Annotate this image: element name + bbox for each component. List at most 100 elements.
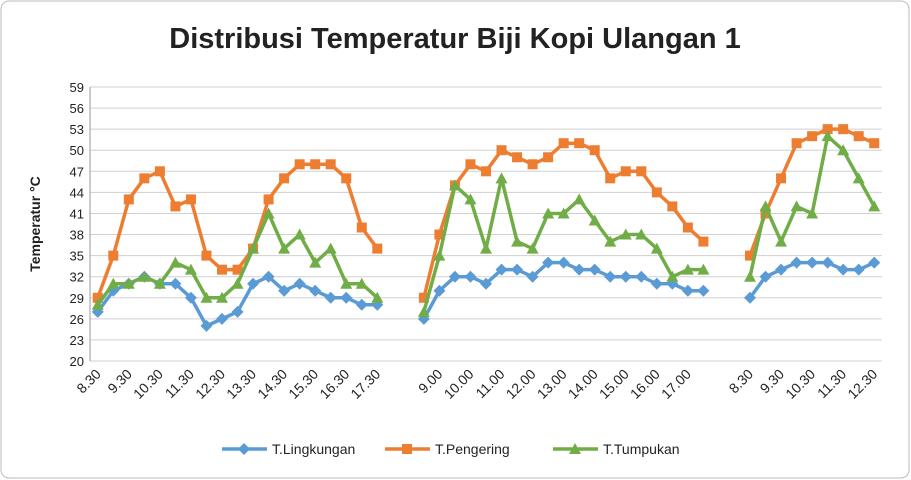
marker (247, 277, 260, 290)
marker (309, 284, 322, 297)
marker (107, 277, 120, 289)
marker (465, 159, 476, 170)
marker (402, 444, 412, 454)
marker (791, 138, 802, 149)
marker (667, 201, 678, 212)
marker (744, 291, 756, 304)
legend-label: T.Pengering (435, 441, 510, 457)
marker (588, 263, 601, 276)
marker (464, 270, 477, 283)
marker (496, 145, 507, 156)
marker (620, 166, 631, 177)
marker (619, 270, 632, 283)
marker (200, 319, 213, 332)
marker (185, 194, 196, 205)
marker (666, 270, 679, 282)
marker (636, 166, 647, 177)
marker (542, 207, 555, 219)
marker (324, 291, 337, 304)
marker (309, 256, 322, 268)
marker (558, 138, 569, 149)
y-axis-title: Temperatur °C (27, 176, 43, 272)
marker (200, 291, 213, 303)
marker (356, 222, 367, 233)
marker (293, 228, 306, 240)
marker (821, 256, 834, 269)
marker (838, 124, 849, 135)
legend-label: T.Lingkungan (272, 441, 355, 457)
marker (279, 173, 290, 184)
y-tick-label: 59 (70, 80, 84, 95)
marker (480, 242, 492, 254)
marker (433, 249, 446, 261)
marker (853, 131, 864, 142)
marker (216, 291, 228, 303)
marker (278, 284, 291, 297)
marker (852, 172, 865, 184)
y-tick-label: 53 (70, 122, 84, 137)
marker (619, 228, 632, 240)
y-tick-label: 56 (70, 101, 84, 116)
marker (775, 235, 788, 247)
y-tick-label: 38 (70, 228, 84, 243)
marker (325, 159, 336, 170)
marker (542, 256, 555, 269)
marker (123, 194, 134, 205)
marker (681, 263, 694, 275)
marker (745, 250, 755, 261)
marker (868, 256, 881, 269)
marker (495, 263, 508, 276)
y-tick-label: 29 (70, 291, 84, 306)
marker (604, 270, 617, 283)
marker (231, 277, 244, 289)
chart-title: Distribusi Temperatur Biji Kopi Ulangan … (169, 23, 741, 55)
marker (201, 250, 212, 261)
marker (355, 277, 368, 289)
marker (697, 263, 710, 275)
marker (341, 173, 352, 184)
marker (744, 270, 756, 282)
marker (759, 270, 772, 283)
marker (837, 144, 850, 156)
marker (573, 193, 586, 205)
marker (448, 270, 461, 283)
y-tick-label: 26 (70, 312, 84, 327)
y-tick-label: 32 (70, 270, 84, 285)
marker (869, 138, 880, 149)
marker (238, 443, 250, 455)
marker (604, 235, 617, 247)
marker (527, 159, 538, 170)
marker (371, 291, 384, 303)
marker (543, 152, 554, 163)
marker (434, 229, 445, 240)
marker (278, 242, 291, 254)
marker (605, 173, 616, 184)
marker (154, 166, 165, 177)
marker (526, 242, 539, 254)
marker (294, 159, 305, 170)
marker (92, 292, 103, 303)
marker (822, 124, 833, 135)
legend-label: T.Tumpukan (603, 441, 680, 457)
marker (216, 312, 228, 325)
marker (635, 270, 648, 283)
marker (138, 270, 151, 282)
y-tick-label: 23 (70, 333, 84, 348)
marker (821, 130, 834, 142)
marker (681, 284, 694, 297)
marker (588, 214, 601, 226)
marker (293, 277, 306, 290)
marker (418, 292, 429, 303)
marker (526, 270, 539, 283)
marker (495, 172, 508, 184)
marker (417, 305, 430, 317)
marker (790, 256, 803, 269)
marker (340, 277, 353, 289)
marker (837, 263, 850, 276)
marker (184, 263, 197, 275)
marker (776, 173, 787, 184)
marker (263, 194, 274, 205)
marker (480, 277, 492, 290)
